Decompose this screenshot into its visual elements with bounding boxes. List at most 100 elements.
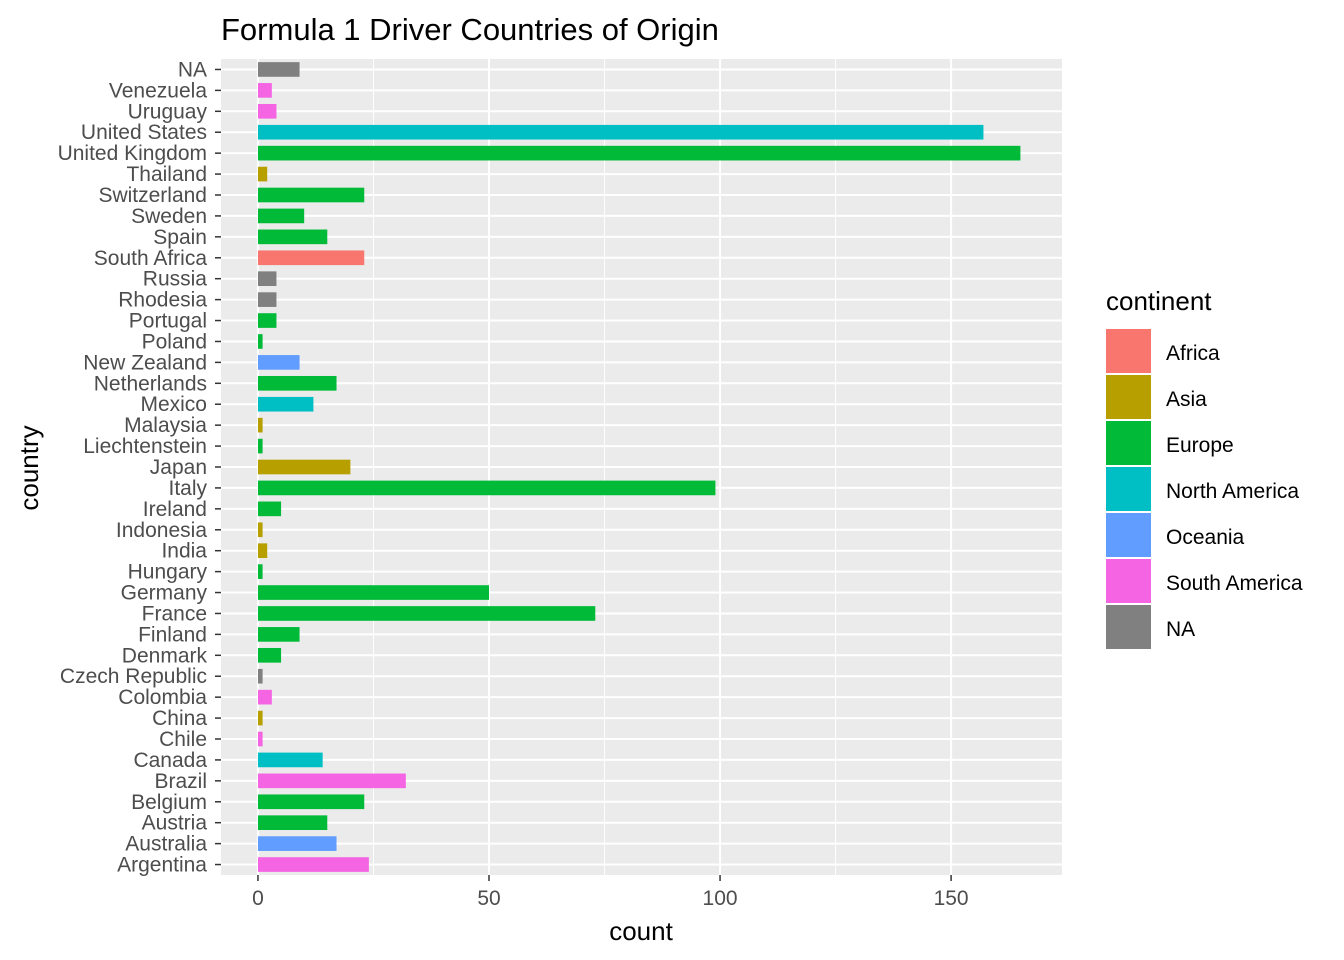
x-tick-label: 150 — [934, 887, 969, 910]
y-tick-label: Argentina — [117, 854, 207, 877]
y-tick-label: Canada — [133, 749, 207, 772]
legend-label: Oceania — [1166, 526, 1245, 549]
legend: continent Africa Asia Europe North America O… — [1106, 286, 1303, 649]
legend-label: Asia — [1166, 388, 1207, 411]
y-tick-label: Italy — [168, 477, 207, 500]
bar-japan — [257, 459, 351, 475]
legend-label: NA — [1166, 618, 1195, 641]
y-tick-label: Netherlands — [94, 372, 207, 395]
bar-liechtenstein — [257, 438, 263, 454]
legend-label: Europe — [1166, 434, 1234, 457]
bar-austria — [257, 815, 328, 831]
y-tick-label: Poland — [142, 330, 207, 353]
bar-venezuela — [257, 83, 272, 98]
y-tick-label: Brazil — [154, 770, 207, 793]
bars — [257, 62, 1021, 872]
bar-france — [257, 606, 596, 621]
bar-canada — [257, 752, 323, 768]
x-tick-label: 50 — [477, 887, 500, 910]
bar-spain — [257, 229, 328, 245]
y-tick-label: New Zealand — [83, 351, 207, 374]
bar-ireland — [257, 501, 282, 517]
y-tick-label: Czech Republic — [60, 665, 207, 688]
bar-russia — [257, 271, 277, 287]
bar-portugal — [257, 313, 277, 328]
bar-netherlands — [257, 375, 337, 391]
bar-brazil — [257, 773, 406, 789]
y-tick-label: Austria — [142, 812, 208, 835]
y-tick-label: Chile — [159, 728, 207, 751]
bar-malaysia — [257, 417, 263, 433]
y-tick-label: Belgium — [131, 791, 207, 814]
bar-poland — [257, 334, 263, 349]
y-tick-label: Russia — [143, 268, 208, 291]
y-axis-ticks: ArgentinaAustraliaAustriaBelgiumBrazilCa… — [58, 58, 221, 877]
bar-czech-republic — [257, 668, 263, 684]
bar-chile — [257, 731, 263, 747]
bar-australia — [257, 836, 337, 851]
y-tick-label: Colombia — [118, 686, 207, 709]
bar-mexico — [257, 396, 314, 412]
bar-new-zealand — [257, 355, 300, 370]
bar-sweden — [257, 208, 305, 224]
bar-india — [257, 543, 268, 559]
bar-uruguay — [257, 103, 277, 119]
y-tick-label: China — [152, 707, 207, 730]
bar-united-kingdom — [257, 145, 1021, 161]
legend-title: continent — [1106, 286, 1212, 316]
legend-key — [1106, 559, 1151, 603]
bar-thailand — [257, 166, 268, 182]
y-tick-label: United States — [81, 121, 207, 144]
bar-rhodesia — [257, 292, 277, 307]
gridlines — [221, 59, 1062, 875]
y-tick-label: India — [161, 540, 207, 563]
bar-colombia — [257, 689, 272, 705]
y-tick-label: Mexico — [140, 393, 207, 416]
y-tick-label: Australia — [125, 833, 207, 856]
y-tick-label: South Africa — [94, 247, 208, 270]
y-tick-label: Finland — [138, 623, 207, 646]
legend-key — [1106, 605, 1151, 649]
bar-south-africa — [257, 250, 365, 266]
bar-hungary — [257, 564, 263, 579]
legend-key — [1106, 375, 1151, 419]
bar-indonesia — [257, 522, 263, 538]
y-tick-label: United Kingdom — [58, 142, 207, 165]
y-tick-label: Germany — [121, 582, 208, 605]
legend-key — [1106, 467, 1151, 511]
y-tick-label: Hungary — [128, 561, 208, 584]
y-tick-label: Sweden — [131, 205, 207, 228]
bar-na — [257, 62, 300, 77]
bar-germany — [257, 585, 490, 600]
bar-finland — [257, 627, 300, 642]
y-tick-label: Thailand — [126, 163, 207, 186]
y-tick-label: Venezuela — [109, 79, 207, 102]
y-tick-label: Uruguay — [128, 100, 208, 123]
y-tick-label: Denmark — [122, 644, 208, 667]
y-tick-label: Malaysia — [124, 414, 207, 437]
bar-italy — [257, 480, 716, 496]
x-tick-label: 100 — [703, 887, 738, 910]
legend-key — [1106, 513, 1151, 557]
y-tick-label: Indonesia — [116, 519, 207, 542]
y-tick-label: Switzerland — [98, 184, 207, 207]
legend-label: Africa — [1166, 342, 1220, 365]
y-tick-label: Ireland — [143, 498, 207, 521]
legend-label: North America — [1166, 480, 1299, 503]
x-axis-ticks: 0 50 100 150 — [252, 875, 969, 910]
y-tick-label: NA — [178, 58, 207, 81]
legend-key — [1106, 329, 1151, 373]
x-tick-label: 0 — [252, 887, 264, 910]
legend-label: South America — [1166, 572, 1303, 595]
bar-united-states — [257, 124, 984, 140]
y-tick-label: France — [142, 602, 207, 625]
bar-argentina — [257, 857, 369, 872]
chart-title: Formula 1 Driver Countries of Origin — [221, 12, 719, 47]
y-axis-title: country — [14, 425, 44, 510]
bar-denmark — [257, 647, 282, 663]
bar-switzerland — [257, 187, 365, 203]
y-tick-label: Liechtenstein — [83, 435, 207, 458]
x-axis-title: count — [609, 916, 673, 946]
y-tick-label: Portugal — [129, 310, 207, 333]
